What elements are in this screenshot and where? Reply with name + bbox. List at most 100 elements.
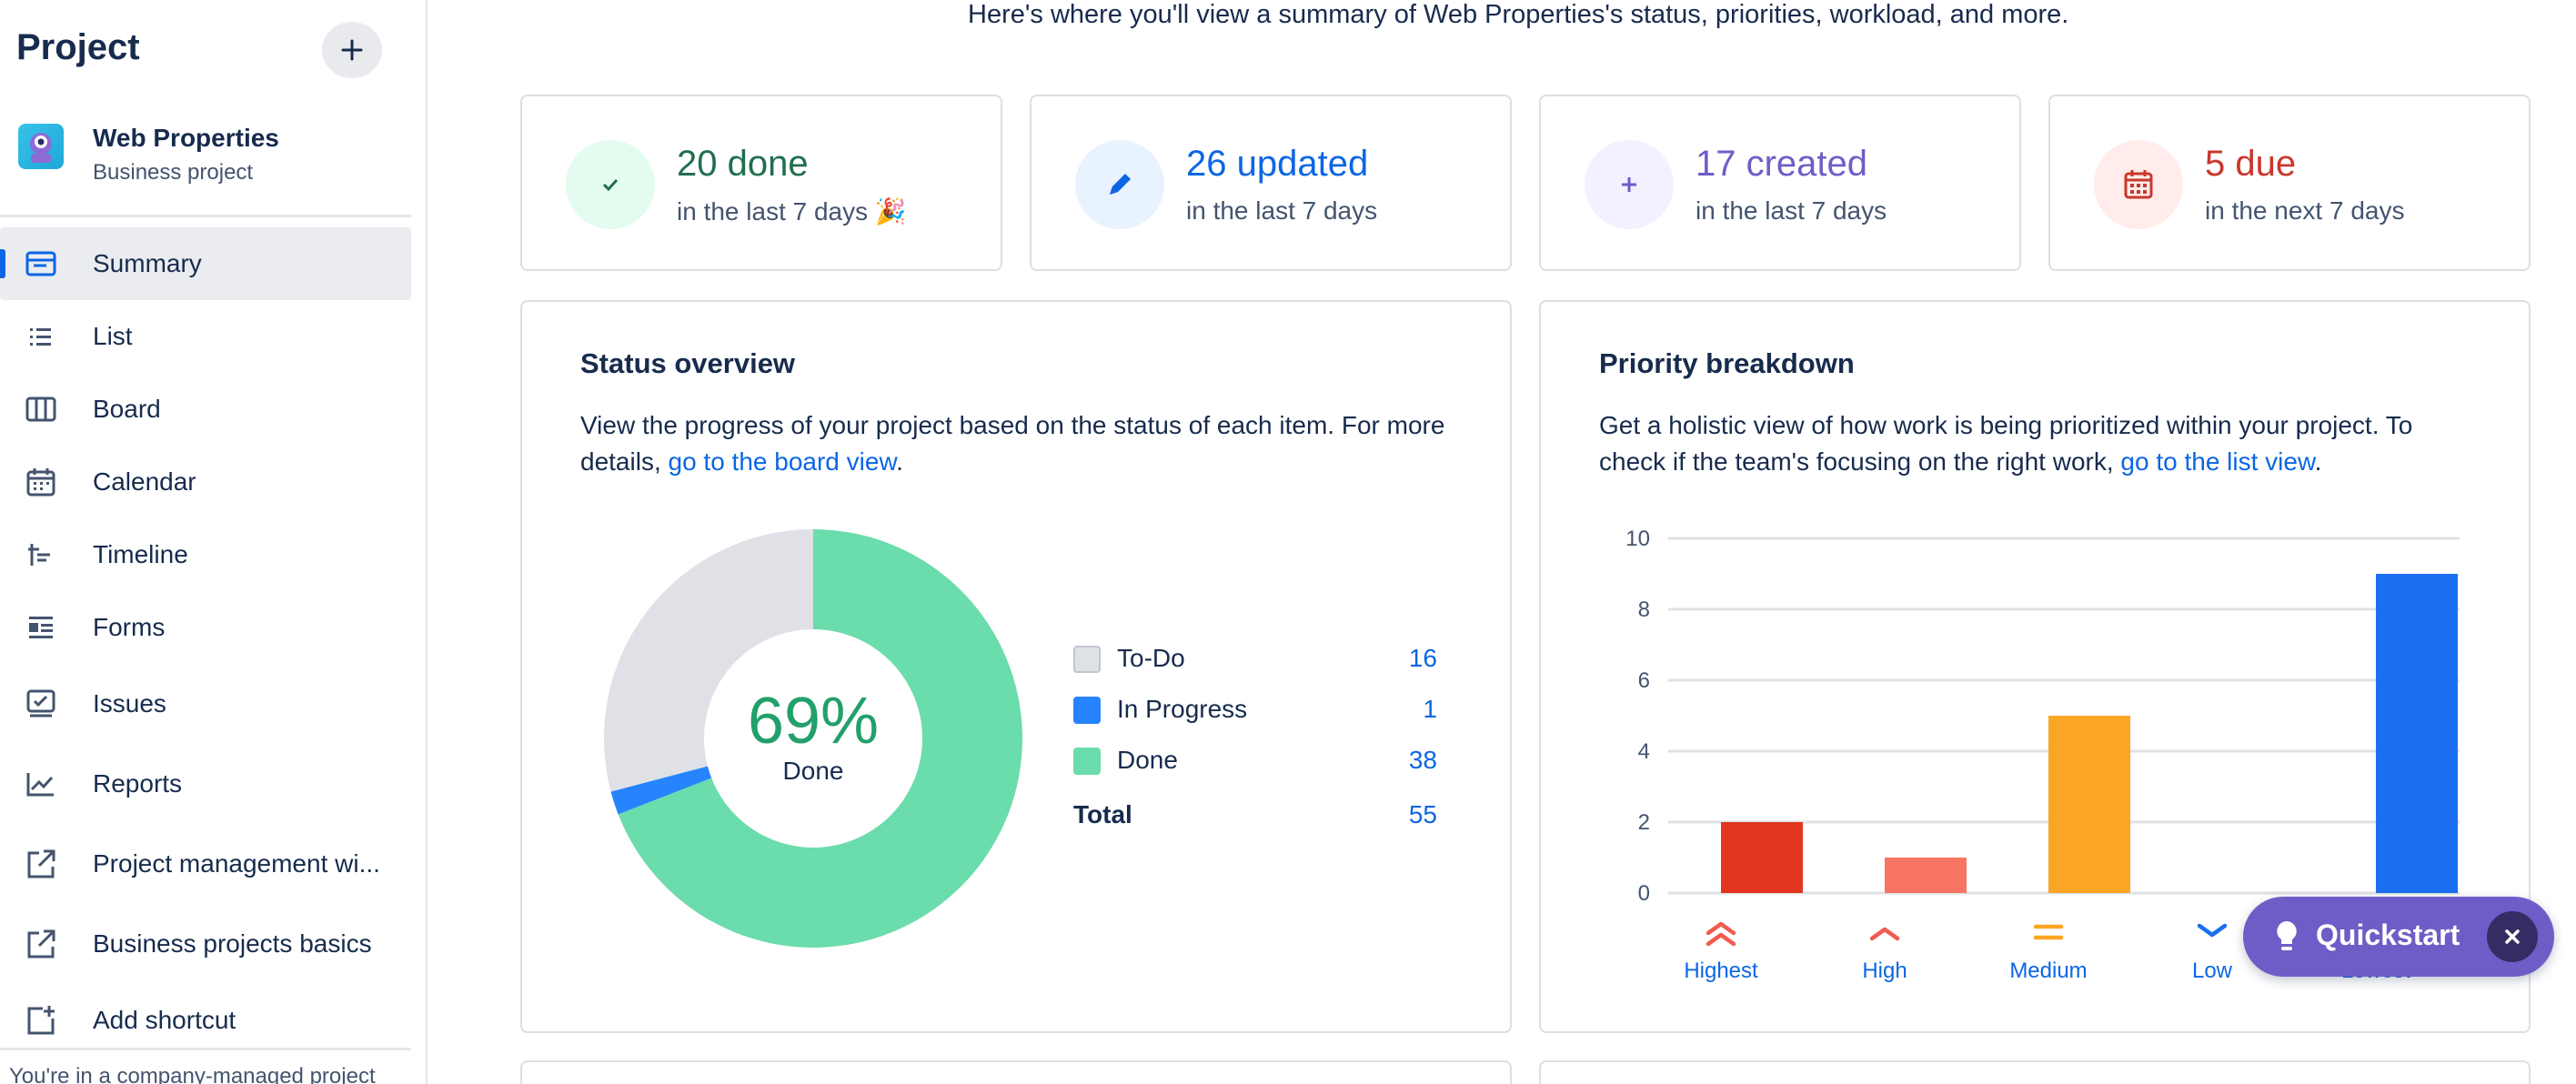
sidebar-item-board[interactable]: Board xyxy=(0,373,411,446)
stat-sub: in the next 7 days xyxy=(2205,196,2405,225)
bar-medium[interactable] xyxy=(2048,716,2130,893)
stat-card-done[interactable]: 20 done in the last 7 days 🎉 xyxy=(520,95,1002,271)
todo-swatch xyxy=(1073,646,1101,673)
project-avatar xyxy=(18,124,64,169)
summary-intro: Here's where you'll view a summary of We… xyxy=(968,0,2069,29)
done-swatch xyxy=(1073,748,1101,775)
sidebar-item-label: Timeline xyxy=(93,540,188,568)
sidebar: Project Web Properties Business project … xyxy=(0,0,428,1084)
quickstart-button[interactable]: Quickstart xyxy=(2243,897,2554,977)
sidebar-item-label: Summary xyxy=(93,249,202,277)
add-button[interactable] xyxy=(322,22,382,78)
stat-sub: in the last 7 days xyxy=(1186,196,1378,225)
close-icon[interactable] xyxy=(2487,911,2538,962)
status-donut-chart xyxy=(604,529,1022,948)
plus-icon xyxy=(1585,140,1674,229)
y-tick-label: 6 xyxy=(1638,668,1650,693)
next-card xyxy=(520,1060,1512,1084)
desc-end: . xyxy=(2314,447,2322,476)
priority-bar-chart: 0 2 4 6 8 10 xyxy=(1625,527,2460,906)
legend-count[interactable]: 16 xyxy=(1408,644,1437,672)
quickstart-label: Quickstart xyxy=(2316,918,2460,951)
bar-label-medium[interactable]: Medium xyxy=(2009,959,2088,983)
sidebar-item-timeline[interactable]: Timeline xyxy=(0,518,411,591)
next-card xyxy=(1539,1060,2531,1084)
status-overview-card: Status overview View the progress of you… xyxy=(520,300,1512,1033)
sidebar-item-issues[interactable]: Issues xyxy=(0,667,411,740)
sidebar-item-business-basics[interactable]: Business projects basics xyxy=(0,908,411,980)
y-tick-label: 10 xyxy=(1625,527,1650,551)
bar-highest[interactable] xyxy=(1721,822,1803,893)
sidebar-item-label: Add shortcut xyxy=(93,1006,236,1034)
add-shortcut-icon xyxy=(22,1001,60,1039)
stat-card-created[interactable]: 17 created in the last 7 days xyxy=(1539,95,2021,271)
pencil-icon xyxy=(1075,140,1164,229)
project-name[interactable]: Web Properties xyxy=(93,124,279,152)
sidebar-item-label: Forms xyxy=(93,613,166,641)
sidebar-item-label: List xyxy=(93,322,133,350)
board-icon xyxy=(22,390,60,428)
stat-sub: in the last 7 days xyxy=(1696,196,1887,225)
project-header[interactable] xyxy=(18,124,64,169)
sidebar-item-label: Business projects basics xyxy=(93,929,372,958)
y-tick-label: 4 xyxy=(1638,739,1650,764)
stat-card-due[interactable]: 5 due in the next 7 days xyxy=(2048,95,2531,271)
sidebar-item-label: Issues xyxy=(93,689,166,718)
sidebar-item-calendar[interactable]: Calendar xyxy=(0,446,411,518)
stat-sub: in the last 7 days 🎉 xyxy=(677,197,907,226)
legend-item-in-progress[interactable]: In Progress 1 xyxy=(1073,693,1437,729)
donut-slice-done[interactable] xyxy=(618,529,1022,948)
stat-value: 26 updated xyxy=(1186,144,1369,184)
divider xyxy=(0,215,411,217)
legend-item-todo[interactable]: To-Do 16 xyxy=(1073,642,1437,678)
sidebar-item-label: Project management wi... xyxy=(93,849,380,878)
legend-item-done[interactable]: Done 38 xyxy=(1073,744,1437,780)
calendar-icon xyxy=(2094,140,2183,229)
external-link-icon xyxy=(22,845,60,883)
summary-icon xyxy=(22,245,60,283)
sidebar-item-project-management[interactable]: Project management wi... xyxy=(0,828,411,900)
y-tick-label: 2 xyxy=(1638,810,1650,835)
legend-count[interactable]: 1 xyxy=(1423,695,1437,723)
sidebar-item-add-shortcut[interactable]: Add shortcut xyxy=(0,984,411,1057)
divider xyxy=(0,1048,411,1050)
card-title: Status overview xyxy=(580,347,796,379)
project-type: Business project xyxy=(93,160,254,185)
sidebar-item-forms[interactable]: Forms xyxy=(0,591,411,664)
bar-lowest[interactable] xyxy=(2376,574,2458,893)
sidebar-heading: Project xyxy=(16,27,140,67)
sidebar-item-summary[interactable]: Summary xyxy=(0,227,411,300)
done-label: Done xyxy=(782,757,844,785)
lightbulb-icon xyxy=(2270,918,2303,959)
card-title: Priority breakdown xyxy=(1599,347,1855,379)
bar-label-low[interactable]: Low xyxy=(2191,959,2233,983)
stat-value: 5 due xyxy=(2205,144,2297,184)
board-view-link[interactable]: go to the board view xyxy=(668,447,897,476)
forms-icon xyxy=(22,608,60,647)
total-count[interactable]: 55 xyxy=(1408,800,1437,828)
done-percent: 69% xyxy=(747,685,880,758)
sidebar-item-label: Reports xyxy=(93,769,183,798)
bar-label-high[interactable]: High xyxy=(1862,959,1907,983)
list-view-link[interactable]: go to the list view xyxy=(2120,447,2315,476)
in-progress-swatch xyxy=(1073,697,1101,724)
y-tick-label: 8 xyxy=(1638,597,1650,622)
bar-high[interactable] xyxy=(1885,858,1967,893)
stat-value: 20 done xyxy=(677,144,809,184)
donut-slice-to-do[interactable] xyxy=(604,529,813,792)
priority-breakdown-card: Priority breakdown Get a holistic view o… xyxy=(1539,300,2531,1033)
legend-count[interactable]: 38 xyxy=(1408,746,1437,774)
high-priority-icon xyxy=(1821,917,1948,948)
reports-icon xyxy=(22,765,60,803)
bar-label-highest[interactable]: Highest xyxy=(1684,959,1758,983)
sidebar-item-reports[interactable]: Reports xyxy=(0,748,411,820)
sidebar-item-list[interactable]: List xyxy=(0,300,411,373)
desc-text: Get a holistic view of how work is being… xyxy=(1599,411,2413,476)
sidebar-item-label: Calendar xyxy=(93,467,196,496)
desc-end: . xyxy=(896,447,903,476)
donut-slice-in-progress[interactable] xyxy=(610,766,712,815)
highest-priority-icon xyxy=(1657,917,1785,948)
card-description: Get a holistic view of how work is being… xyxy=(1599,407,2472,480)
stat-card-updated[interactable]: 26 updated in the last 7 days xyxy=(1030,95,1512,271)
desc-text: View the progress of your project based … xyxy=(580,411,1445,476)
